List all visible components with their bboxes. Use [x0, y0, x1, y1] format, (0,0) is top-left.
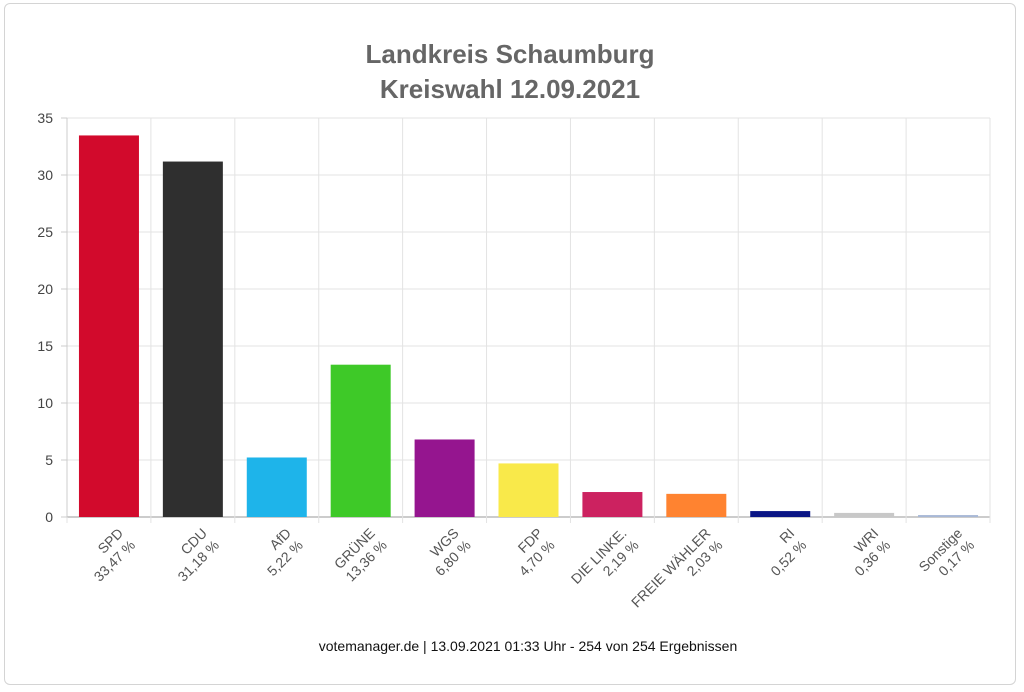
- bar-wri[interactable]: [834, 512, 895, 517]
- y-tick-label: 30: [37, 167, 53, 183]
- chart-title-line-2: Kreiswahl 12.09.2021: [380, 74, 640, 104]
- bar-spd[interactable]: [78, 135, 139, 517]
- y-tick-label: 35: [37, 110, 53, 126]
- bar-afd[interactable]: [246, 457, 307, 517]
- chart-title-line-1: Landkreis Schaumburg: [366, 39, 655, 69]
- bars: [78, 135, 979, 517]
- y-tick-label: 20: [37, 281, 53, 297]
- x-label-group: RI0,52 %: [767, 525, 809, 579]
- bar-sonstige[interactable]: [918, 515, 979, 517]
- bar-cdu[interactable]: [162, 161, 223, 517]
- bar-die-linke-[interactable]: [582, 492, 643, 517]
- y-tick-label: 5: [45, 452, 53, 468]
- bar-grüne[interactable]: [330, 364, 391, 517]
- footer-source: votemanager.de | 13.09.2021 01:33 Uhr - …: [319, 638, 738, 654]
- bar-freie-wähler[interactable]: [666, 493, 727, 517]
- y-tick-label: 0: [45, 509, 53, 525]
- x-label-group: DIE LINKE.2,19 %: [568, 525, 642, 587]
- y-tick-label: 25: [37, 224, 53, 240]
- y-tick-label: 15: [37, 338, 53, 354]
- bar-ri[interactable]: [750, 511, 811, 517]
- bar-fdp[interactable]: [498, 463, 559, 517]
- bar-wgs[interactable]: [414, 439, 475, 517]
- y-tick-label: 10: [37, 395, 53, 411]
- y-axis: 0 5 10 15 20 25 30 35: [37, 110, 68, 525]
